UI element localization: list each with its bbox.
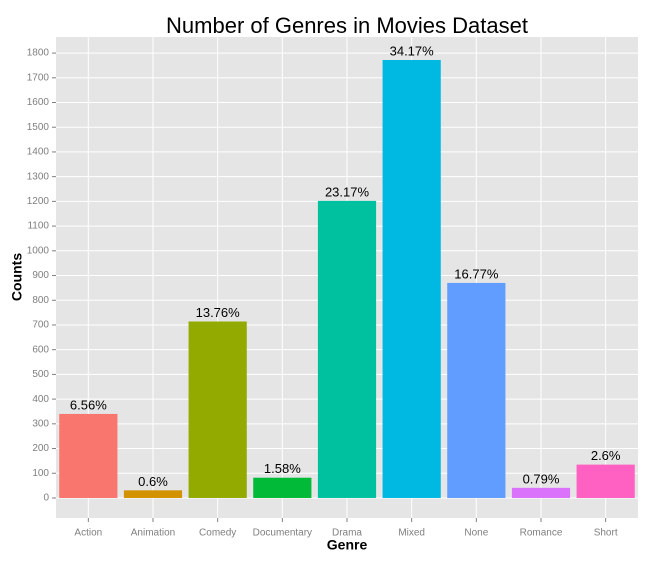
y-tick-label: 900 xyxy=(32,270,49,281)
chart-title: Number of Genres in Movies Dataset xyxy=(166,13,528,38)
x-tick-label: Documentary xyxy=(253,528,312,539)
x-tick-label: Comedy xyxy=(199,528,236,539)
bar xyxy=(188,321,247,498)
y-axis-label: Counts xyxy=(9,253,25,301)
y-tick-label: 1400 xyxy=(27,147,50,158)
data-label: 13.76% xyxy=(196,305,241,320)
x-tick-label: Drama xyxy=(332,528,362,539)
y-tick-label: 400 xyxy=(32,394,49,405)
x-tick-label: Animation xyxy=(131,528,175,539)
bar xyxy=(382,59,441,498)
y-tick-label: 0 xyxy=(43,493,49,504)
x-tick-label: None xyxy=(464,528,488,539)
data-label: 1.58% xyxy=(264,461,301,476)
data-label: 0.79% xyxy=(523,471,560,486)
bar xyxy=(253,477,312,498)
data-label: 34.17% xyxy=(390,43,435,58)
y-tick-label: 300 xyxy=(32,418,49,429)
bar xyxy=(59,413,118,498)
y-tick-label: 1200 xyxy=(27,196,50,207)
y-tick-label: 500 xyxy=(32,369,49,380)
bar xyxy=(576,464,635,498)
y-tick-label: 1700 xyxy=(27,72,50,83)
y-tick-label: 1300 xyxy=(27,171,50,182)
bar xyxy=(123,490,183,498)
x-tick-label: Mixed xyxy=(398,528,425,539)
y-tick-label: 1100 xyxy=(27,221,49,232)
y-tick-label: 1600 xyxy=(27,97,50,108)
x-tick-label: Short xyxy=(594,528,618,539)
data-label: 0.6% xyxy=(138,474,168,489)
y-tick-label: 600 xyxy=(32,344,49,355)
x-axis-label: Genre xyxy=(327,537,368,553)
bar xyxy=(447,282,506,498)
bar xyxy=(511,487,571,498)
y-tick-label: 200 xyxy=(32,443,49,454)
data-label: 16.77% xyxy=(454,266,499,281)
data-label: 6.56% xyxy=(70,397,107,412)
data-label: 23.17% xyxy=(325,184,370,199)
x-tick-label: Action xyxy=(74,528,102,539)
y-tick-label: 1000 xyxy=(27,245,50,256)
y-tick-label: 100 xyxy=(32,468,49,479)
x-tick-label: Romance xyxy=(520,528,563,539)
data-label: 2.6% xyxy=(591,448,621,463)
bar xyxy=(317,200,377,498)
y-tick-label: 700 xyxy=(32,320,49,331)
y-tick-label: 1800 xyxy=(27,48,50,59)
y-tick-label: 800 xyxy=(32,295,49,306)
y-tick-label: 1500 xyxy=(27,122,50,133)
